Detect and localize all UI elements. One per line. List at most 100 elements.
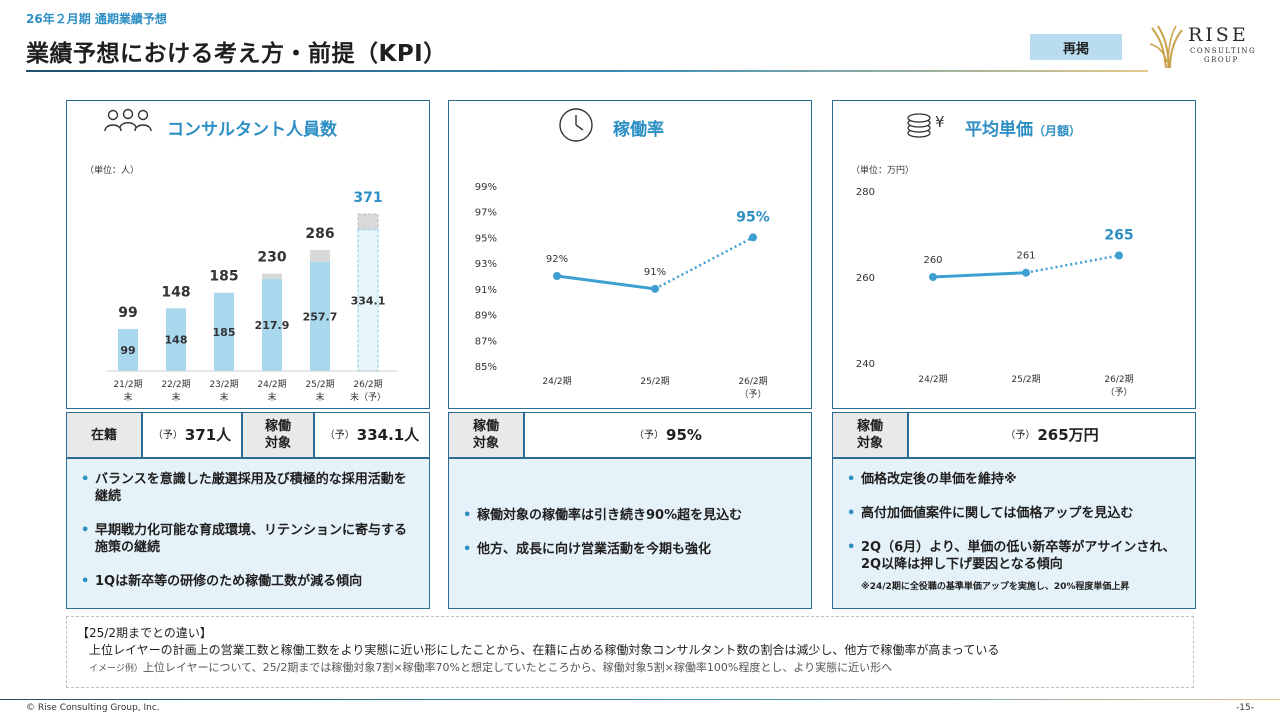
bar-inner-label: 334.1	[351, 294, 386, 307]
data-label: 92%	[546, 254, 568, 265]
coins-yen-icon: ¥	[907, 113, 945, 138]
bar-utilized	[310, 261, 330, 371]
bar-remainder	[262, 273, 282, 279]
price-footnote: ※24/2期に全役職の基準単価アップを実施し、20%程度単価上昇	[861, 582, 1130, 592]
price-kpi-row: 稼働 対象 （予） 265万円	[832, 412, 1196, 458]
bar-inner-label: 99	[120, 344, 135, 357]
logo-name: RISE	[1188, 24, 1249, 46]
svg-text:¥: ¥	[935, 113, 945, 131]
kpi-value-utilized: （予） 334.1人	[314, 412, 430, 458]
bar-utilized	[166, 308, 186, 371]
bar-remainder	[357, 213, 379, 231]
list-item: バランスを意識した厳選採用及び積極的な採用活動を継続	[77, 471, 417, 505]
utilization-panel: 85% 87% 89% 91% 93% 95% 97% 99% 92% 24/2期 91% 25/2期…	[448, 100, 812, 409]
price-line-chart: ¥ 240 260 280 260 24/2期 261 25/2期 265 26/2期 （予）	[856, 113, 1134, 398]
kpi-value-enrolled: （予） 371人	[142, 412, 242, 458]
x-tick-label: 末	[219, 391, 228, 403]
x-tick-label: 末	[315, 391, 324, 403]
x-tick-label: 末（予）	[350, 391, 386, 403]
x-tick-label: 26/2期	[353, 379, 382, 390]
data-point	[1022, 268, 1030, 277]
clock-icon	[559, 108, 593, 142]
company-logo: RISE CONSULTING GROUP	[1148, 22, 1260, 74]
bar-utilized	[262, 278, 282, 371]
utilization-notes: 稼働対象の稼働率は引き続き90%超を見込む 他方、成長に向け営業活動を今期も強化	[448, 458, 812, 609]
consultants-unit: （単位：人）	[85, 166, 140, 176]
kpi-label-utilization: 稼働 対象	[448, 412, 524, 458]
data-label: 95%	[736, 209, 770, 225]
y-tick-label: 91%	[475, 285, 497, 296]
x-tick-label: 26/2期	[738, 376, 767, 387]
consultants-title: コンサルタント人員数	[167, 120, 337, 140]
people-icon	[104, 108, 152, 132]
x-tick-label: 26/2期	[1104, 374, 1133, 385]
x-tick-label: 末	[123, 391, 132, 403]
title-divider	[26, 70, 1148, 72]
kpi-value-utilization: （予） 95%	[524, 412, 812, 458]
utilization-kpi-row: 稼働 対象 （予） 95%	[448, 412, 812, 458]
bar-total-label: 371	[353, 190, 382, 206]
x-tick-label: （予）	[739, 389, 766, 400]
page-subtitle: 26年２月期 通期業績予想	[26, 12, 167, 26]
logo-subtext: CONSULTING GROUP	[1190, 47, 1257, 64]
series-line	[556, 274, 656, 291]
consultants-notes: バランスを意識した厳選採用及び積極的な採用活動を継続 早期戦力化可能な育成環境、…	[66, 458, 430, 609]
list-item: 稼働対象の稼働率は引き続き90%超を見込む	[459, 507, 799, 524]
x-tick-label: 末	[171, 391, 180, 403]
price-notes: 価格改定後の単価を維持※ 高付加価値案件に関しては価格アップを見込む 2Q（6月…	[832, 458, 1196, 609]
bar-total-label: 230	[257, 250, 286, 266]
y-tick-label: 87%	[475, 336, 497, 347]
bar-total-label: 185	[209, 269, 238, 285]
bar-inner-label: 185	[213, 326, 236, 339]
y-tick-label: 280	[856, 187, 875, 198]
data-label: 91%	[644, 267, 666, 278]
kpi-label-price: 稼働 対象	[832, 412, 908, 458]
x-tick-label: 25/2期	[640, 376, 669, 387]
difference-line2: イメージ例）上位レイヤーについて、25/2期までは稼働対象7割×稼働率70%と想…	[89, 661, 893, 674]
bar-remainder	[310, 249, 330, 262]
data-point	[749, 233, 757, 242]
series-line	[932, 271, 1027, 279]
list-item: 早期戦力化可能な育成環境、リテンションに寄与する施策の継続	[77, 522, 417, 556]
bar-total-label: 148	[161, 284, 190, 300]
y-tick-label: 99%	[475, 182, 497, 193]
x-tick-label: （予）	[1105, 387, 1132, 398]
page-title: 業績予想における考え方・前提（KPI）	[26, 41, 447, 67]
repost-badge: 再掲	[1030, 34, 1122, 60]
x-tick-label: 24/2期	[257, 379, 286, 390]
x-tick-label: 24/2期	[542, 376, 571, 387]
list-item: 2Q（6月）より、単価の低い新卒等がアサインされ、2Q以降は押し下げ要因となる傾…	[843, 539, 1185, 573]
consultants-kpi-row: 在籍 （予） 371人 稼働 対象 （予） 334.1人	[66, 412, 430, 458]
logo-mark-icon	[1149, 25, 1183, 69]
consultants-panel: 99 99 21/2期末 148 148 22/2期末 185 185 23/2期末 217.9 2…	[66, 100, 430, 409]
y-tick-label: 89%	[475, 311, 497, 322]
difference-box: 【25/2期までとの違い】 上位レイヤーの計画上の営業工数と稼働工数をより実態に…	[66, 616, 1194, 688]
price-unit: （単位：万円）	[851, 166, 915, 176]
y-tick-label: 95%	[475, 233, 497, 244]
data-point	[1115, 251, 1123, 260]
bar-utilized	[118, 329, 138, 371]
bar-utilized	[214, 292, 234, 371]
data-point	[553, 272, 561, 280]
y-tick-label: 97%	[475, 208, 497, 219]
kpi-label-enrolled: 在籍	[66, 412, 142, 458]
y-tick-label: 260	[856, 273, 875, 284]
list-item: 高付加価値案件に関しては価格アップを見込む	[843, 505, 1185, 522]
bar-total-label: 286	[305, 226, 334, 242]
x-tick-label: 25/2期	[1011, 374, 1040, 385]
x-tick-label: 24/2期	[918, 374, 947, 385]
x-tick-label: 末	[267, 391, 276, 403]
series-line	[1025, 254, 1120, 274]
data-label: 261	[1016, 251, 1035, 262]
list-item: 価格改定後の単価を維持※	[843, 471, 1185, 488]
copyright: © Rise Consulting Group, Inc.	[26, 703, 160, 713]
page-number: -15-	[1236, 703, 1254, 713]
footer-divider	[0, 699, 1280, 700]
utilization-line-chart: 85% 87% 89% 91% 93% 95% 97% 99% 92% 24/2期 91% 25/2期…	[475, 108, 770, 400]
data-point	[929, 273, 937, 281]
list-item: 他方、成長に向け営業活動を今期も強化	[459, 541, 799, 558]
kpi-label-utilized: 稼働 対象	[242, 412, 314, 458]
x-tick-label: 25/2期	[305, 379, 334, 390]
kpi-value-price: （予） 265万円	[908, 412, 1196, 458]
series-line	[654, 236, 754, 290]
